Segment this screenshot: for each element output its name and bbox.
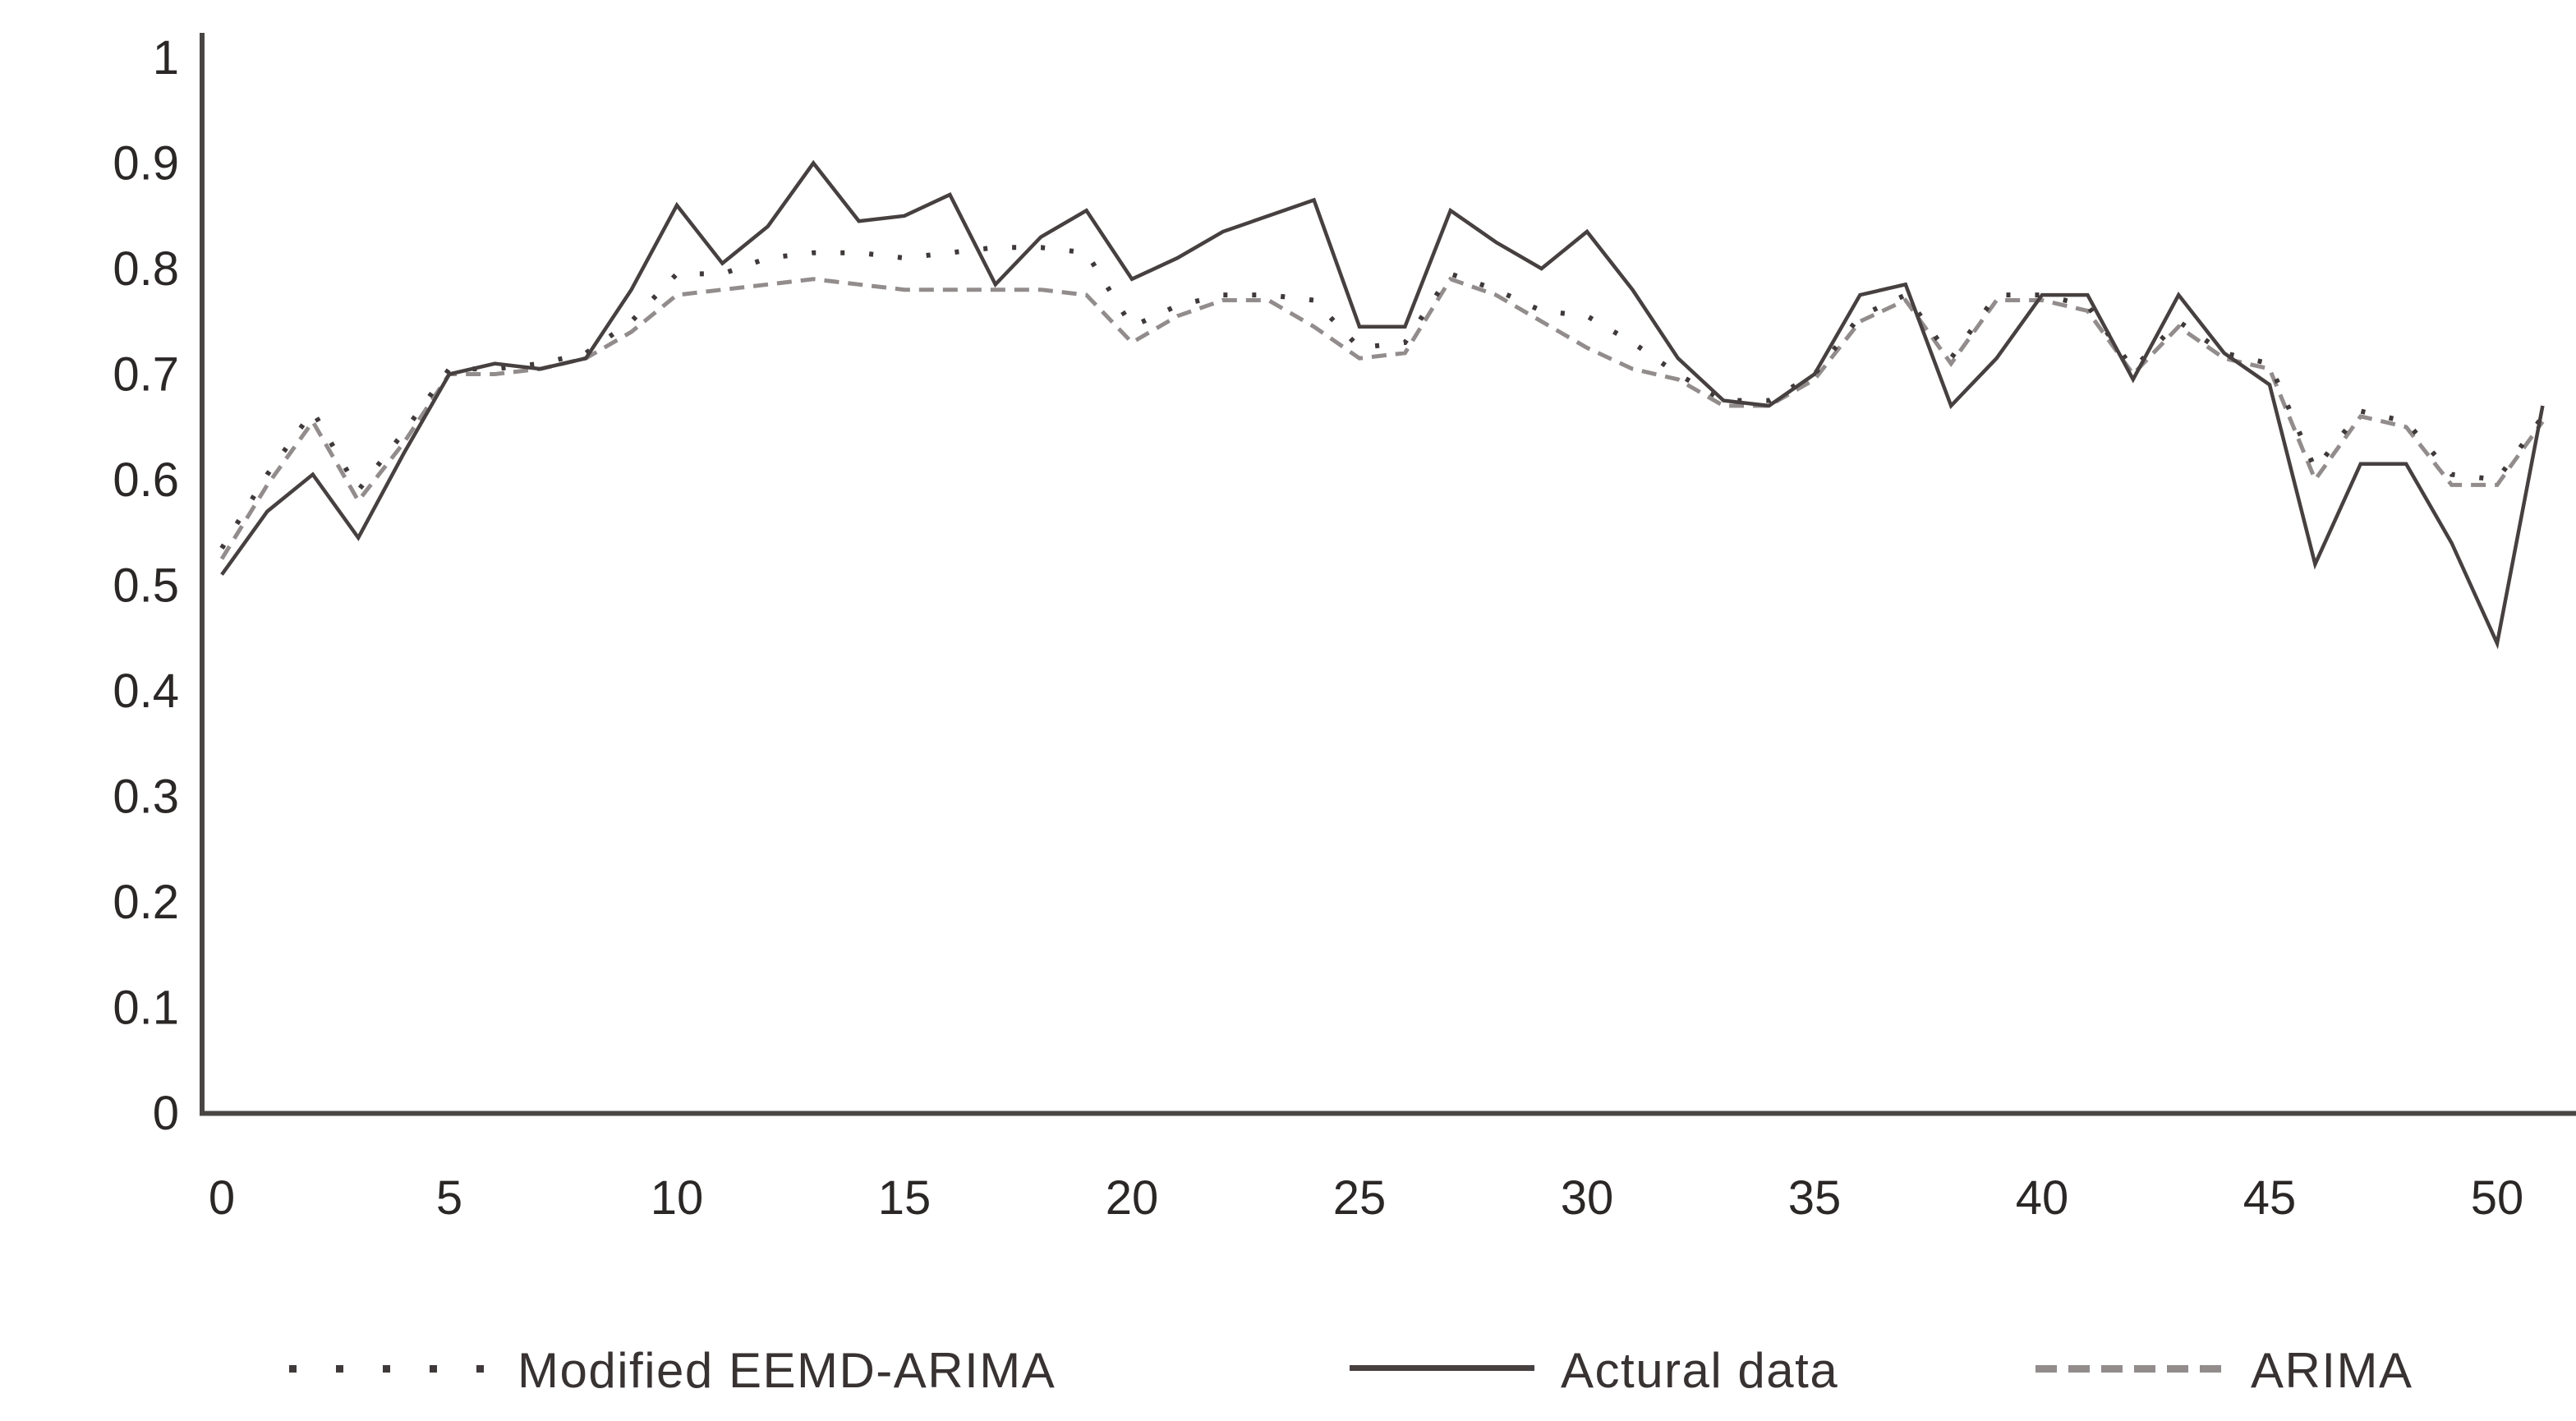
x-tick-label: 15 <box>878 1171 932 1225</box>
x-tick-label: 45 <box>2243 1171 2297 1225</box>
series-line-modified-eemd-arima <box>219 245 2545 550</box>
x-tick-label: 0 <box>209 1171 235 1225</box>
y-tick-label: 0.1 <box>113 982 179 1035</box>
y-tick-label: 0.4 <box>113 665 179 718</box>
x-tick-label: 20 <box>1106 1171 1159 1225</box>
legend-label-modified-eemd-arima: Modified EEMD-ARIMA <box>518 1343 1056 1398</box>
legend-marker-dotted-icon <box>289 1365 486 1373</box>
legend-label-arima: ARIMA <box>2251 1343 2413 1398</box>
y-tick-label: 0.8 <box>113 242 179 296</box>
y-tick-label: 0 <box>153 1087 179 1140</box>
x-tick-label: 35 <box>1788 1171 1842 1225</box>
x-tick-label: 25 <box>1333 1171 1387 1225</box>
series-line-arima <box>219 276 2545 560</box>
y-tick-label: 0.7 <box>113 348 179 402</box>
legend-marker-solid-line-icon <box>1350 1365 1534 1371</box>
legend-label-actural-data: Actural data <box>1561 1343 1839 1398</box>
x-tick-label: 40 <box>2016 1171 2069 1225</box>
x-tick-label: 30 <box>1561 1171 1614 1225</box>
legend-marker-dashed-icon <box>2036 1365 2226 1373</box>
x-tick-label: 5 <box>436 1171 462 1225</box>
series-line-actural-data <box>220 159 2545 650</box>
y-tick-label: 0.6 <box>113 453 179 507</box>
y-tick-label: 1 <box>153 31 179 85</box>
x-tick-label: 10 <box>651 1171 704 1225</box>
y-tick-label: 0.3 <box>113 770 179 824</box>
y-tick-label: 0.9 <box>113 137 179 191</box>
x-tick-label: 50 <box>2471 1171 2524 1225</box>
y-tick-label: 0.2 <box>113 876 179 929</box>
y-tick-label: 0.5 <box>113 559 179 613</box>
